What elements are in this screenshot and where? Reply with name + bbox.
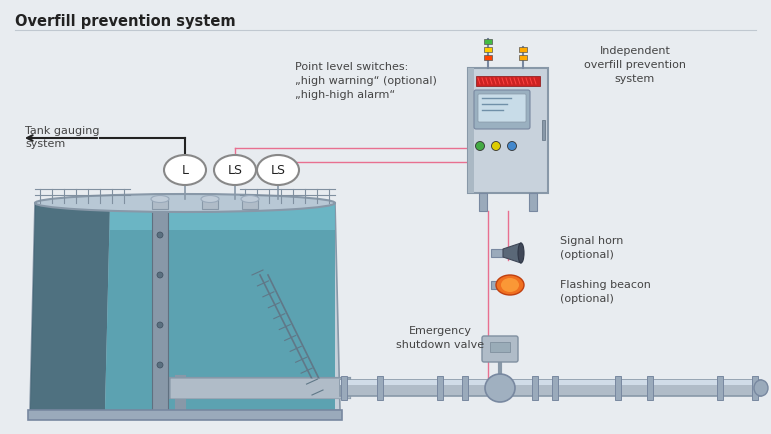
Bar <box>752 376 758 400</box>
Circle shape <box>491 141 500 151</box>
Bar <box>476 76 540 86</box>
FancyBboxPatch shape <box>468 68 548 193</box>
Text: LS: LS <box>227 164 243 177</box>
Bar <box>242 197 258 209</box>
Circle shape <box>157 232 163 238</box>
Bar <box>615 376 621 400</box>
Polygon shape <box>503 243 521 263</box>
Bar <box>532 376 538 400</box>
Bar <box>152 197 168 209</box>
Text: LS: LS <box>271 164 285 177</box>
Bar <box>647 376 653 400</box>
Circle shape <box>157 272 163 278</box>
Bar <box>490 342 510 352</box>
Polygon shape <box>105 203 335 410</box>
FancyBboxPatch shape <box>474 90 530 129</box>
Bar <box>341 376 347 400</box>
Ellipse shape <box>496 275 524 295</box>
Bar <box>340 380 761 396</box>
Ellipse shape <box>241 195 259 203</box>
Bar <box>519 47 527 52</box>
Bar <box>529 193 537 211</box>
Bar <box>377 376 383 400</box>
Bar <box>152 203 168 410</box>
Bar <box>717 376 723 400</box>
Text: Flashing beacon
(optional): Flashing beacon (optional) <box>560 280 651 304</box>
Bar <box>552 376 558 400</box>
Text: Emergency
shutdown valve: Emergency shutdown valve <box>396 326 484 350</box>
Polygon shape <box>110 203 335 230</box>
Bar <box>491 249 503 257</box>
Text: Signal horn
(optional): Signal horn (optional) <box>560 236 624 260</box>
Circle shape <box>157 362 163 368</box>
Bar <box>437 376 443 400</box>
Bar <box>484 39 492 44</box>
Bar <box>519 55 527 60</box>
Ellipse shape <box>257 155 299 185</box>
Bar <box>468 68 474 193</box>
Bar <box>479 193 487 211</box>
Text: L: L <box>181 164 188 177</box>
Text: Tank gauging
system: Tank gauging system <box>25 126 99 149</box>
Ellipse shape <box>518 243 524 263</box>
Bar <box>484 55 492 60</box>
FancyBboxPatch shape <box>482 336 518 362</box>
Ellipse shape <box>214 155 256 185</box>
Bar <box>462 376 468 400</box>
Bar <box>542 120 545 140</box>
Ellipse shape <box>151 195 169 203</box>
Ellipse shape <box>35 194 335 212</box>
Circle shape <box>507 141 517 151</box>
Ellipse shape <box>201 195 219 203</box>
Polygon shape <box>30 203 340 410</box>
Ellipse shape <box>164 155 206 185</box>
Text: Overfill prevention system: Overfill prevention system <box>15 14 236 29</box>
Circle shape <box>476 141 484 151</box>
Circle shape <box>157 322 163 328</box>
Ellipse shape <box>501 278 519 292</box>
Polygon shape <box>30 203 110 410</box>
Text: Point level switches:
„high warning“ (optional)
„high-high alarm“: Point level switches: „high warning“ (op… <box>295 62 437 100</box>
Bar <box>340 380 761 385</box>
Bar <box>28 410 342 420</box>
Bar <box>202 197 218 209</box>
Ellipse shape <box>754 380 768 396</box>
FancyBboxPatch shape <box>478 94 526 122</box>
Bar <box>491 281 503 289</box>
Text: Independent
overfill prevention
system: Independent overfill prevention system <box>584 46 686 84</box>
Bar <box>484 47 492 52</box>
Ellipse shape <box>485 374 515 402</box>
